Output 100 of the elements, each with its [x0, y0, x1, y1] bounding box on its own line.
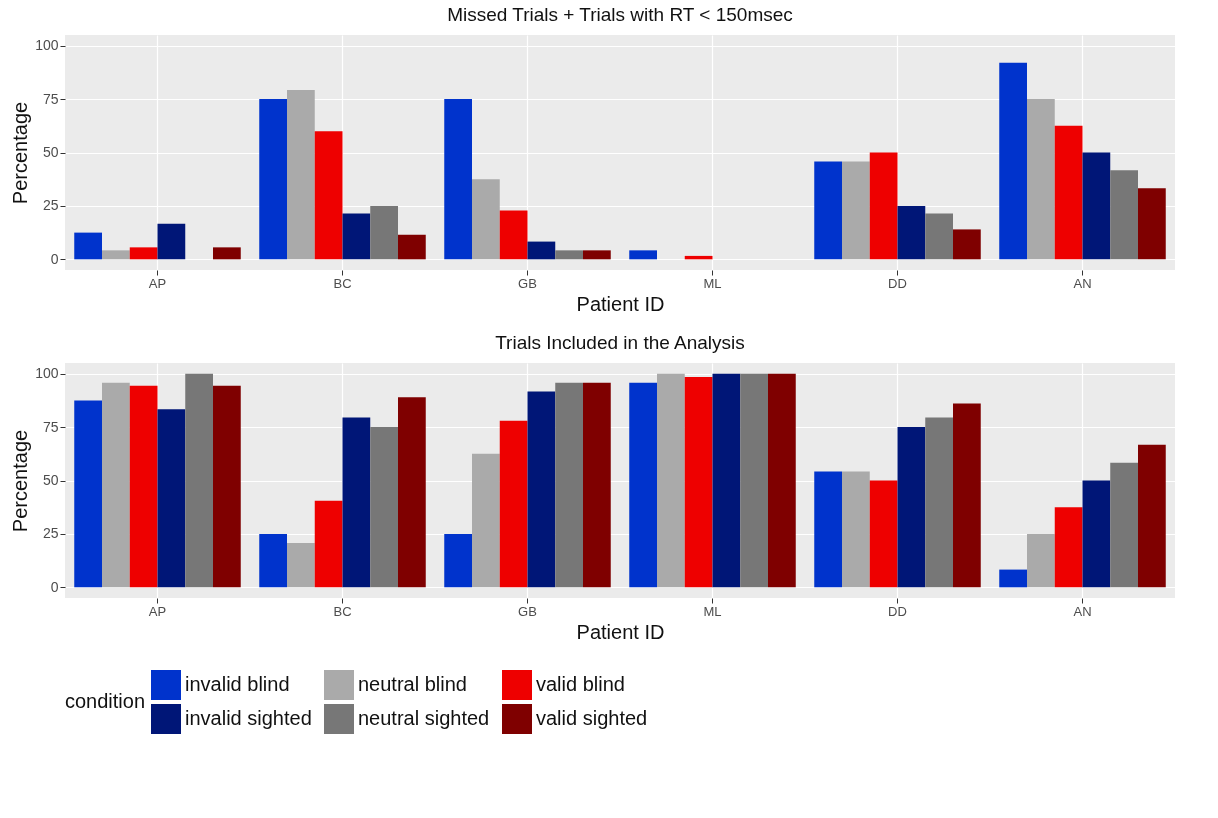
bar	[314, 131, 343, 260]
bar	[1082, 480, 1111, 588]
bar	[185, 373, 213, 588]
bar	[1027, 533, 1055, 588]
y-tick-label: 50	[42, 472, 59, 488]
legend-label: invalid blind	[185, 673, 290, 695]
bar	[444, 99, 472, 260]
bar	[499, 420, 528, 588]
bar	[1082, 152, 1111, 260]
y-tick-label: 75	[42, 90, 59, 107]
bar	[1110, 462, 1138, 588]
y-tick-label: 100	[35, 37, 59, 54]
x-tick-label: BC	[333, 275, 352, 291]
chart-title: Trials Included in the Analysis	[495, 332, 745, 353]
bar	[869, 480, 898, 588]
chart-title: Missed Trials + Trials with RT < 150msec	[447, 4, 793, 25]
y-tick-label: 0	[50, 578, 59, 595]
x-tick-label: AP	[148, 603, 167, 619]
bar	[657, 373, 685, 588]
bar	[287, 542, 315, 588]
bar	[925, 213, 953, 260]
bar	[1110, 170, 1138, 260]
bar	[629, 250, 657, 260]
x-tick-label: AP	[148, 275, 167, 291]
bar	[953, 229, 981, 260]
y-axis-title: Percentage	[9, 429, 32, 533]
x-tick-label: AN	[1073, 603, 1092, 619]
bar	[129, 385, 158, 588]
x-tick-label: ML	[703, 603, 722, 619]
bar	[999, 62, 1027, 260]
bar	[712, 373, 741, 588]
bar	[527, 241, 556, 260]
bar	[102, 250, 130, 260]
bar	[213, 385, 241, 588]
y-tick-label: 100	[35, 365, 59, 382]
legend-label: valid sighted	[536, 707, 648, 729]
bar	[1138, 188, 1166, 260]
bar	[287, 90, 315, 260]
bar	[444, 533, 472, 588]
bar	[869, 152, 898, 260]
bar	[555, 382, 583, 588]
bar	[157, 223, 186, 260]
legend-label: invalid sighted	[185, 707, 312, 729]
bar	[555, 250, 583, 260]
x-tick-label: GB	[518, 275, 537, 291]
legend-title: condition	[65, 690, 146, 712]
bar	[1027, 99, 1055, 260]
bar	[398, 234, 426, 260]
bar	[925, 417, 953, 588]
bar	[157, 409, 186, 588]
bar	[213, 247, 241, 260]
bar	[583, 382, 611, 588]
y-tick-label: 50	[42, 144, 59, 160]
y-tick-label: 25	[42, 197, 59, 214]
x-axis-title: Patient ID	[576, 620, 665, 643]
bar	[102, 382, 130, 588]
bar	[74, 400, 102, 588]
bar	[814, 471, 842, 588]
x-tick-label: BC	[333, 603, 352, 619]
bar	[768, 373, 796, 588]
bar	[259, 99, 287, 260]
bar	[129, 247, 158, 260]
legend-label: valid blind	[536, 673, 625, 695]
bar	[684, 377, 713, 588]
bar	[740, 373, 768, 588]
bar	[999, 569, 1027, 588]
x-tick-label: DD	[888, 603, 907, 619]
bar	[842, 161, 870, 260]
bar	[897, 205, 926, 260]
bar	[259, 533, 287, 588]
bar	[1054, 507, 1083, 588]
bar	[472, 179, 500, 260]
bar	[1138, 444, 1166, 588]
bar	[527, 391, 556, 588]
bar	[398, 397, 426, 588]
bar	[629, 382, 657, 588]
bar	[897, 427, 926, 588]
x-tick-label: AN	[1073, 275, 1092, 291]
y-axis-title: Percentage	[9, 101, 32, 205]
x-tick-label: ML	[703, 275, 722, 291]
bar	[342, 213, 371, 260]
y-tick-label: 0	[50, 250, 59, 267]
y-tick-label: 25	[42, 525, 59, 542]
bar	[842, 471, 870, 588]
bar	[342, 417, 371, 588]
bar	[472, 453, 500, 588]
bar	[953, 403, 981, 588]
bar	[314, 500, 343, 588]
bar	[499, 210, 528, 260]
x-axis-title: Patient ID	[576, 292, 665, 315]
x-tick-label: GB	[518, 603, 537, 619]
legend-label: neutral sighted	[358, 707, 490, 729]
bar	[814, 161, 842, 260]
bar	[74, 232, 102, 260]
bar	[370, 205, 398, 260]
y-tick-label: 75	[42, 418, 59, 435]
x-tick-label: DD	[888, 275, 907, 291]
bar	[370, 427, 398, 588]
legend-label: neutral blind	[358, 673, 467, 695]
bar	[1054, 125, 1083, 260]
